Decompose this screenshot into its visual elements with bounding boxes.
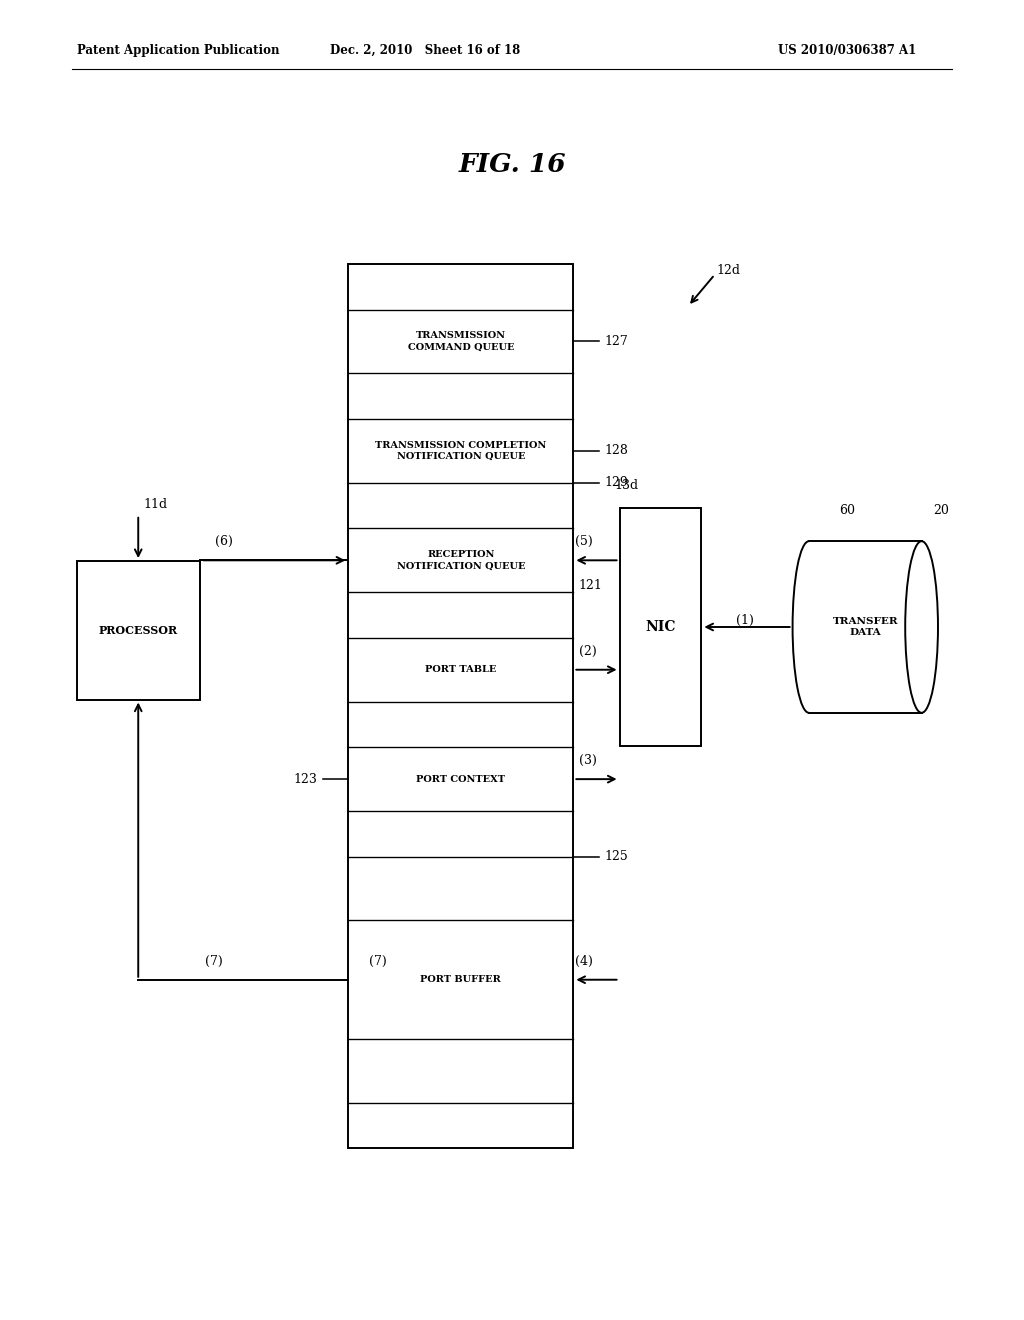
Text: 125: 125 bbox=[604, 850, 628, 863]
Text: 123: 123 bbox=[294, 772, 317, 785]
Text: NIC: NIC bbox=[645, 620, 676, 634]
Text: Patent Application Publication: Patent Application Publication bbox=[77, 44, 280, 57]
Text: US 2010/0306387 A1: US 2010/0306387 A1 bbox=[778, 44, 916, 57]
Text: PORT CONTEXT: PORT CONTEXT bbox=[417, 775, 505, 784]
Text: FIG. 16: FIG. 16 bbox=[458, 153, 566, 177]
Text: TRANSFER
DATA: TRANSFER DATA bbox=[833, 616, 898, 638]
Text: (1): (1) bbox=[736, 614, 754, 627]
Text: 121: 121 bbox=[579, 579, 602, 593]
Text: (4): (4) bbox=[575, 954, 593, 968]
Text: (7): (7) bbox=[205, 954, 222, 968]
Text: (2): (2) bbox=[579, 645, 596, 657]
Text: 60: 60 bbox=[839, 504, 855, 517]
Text: 20: 20 bbox=[933, 504, 949, 517]
Text: 127: 127 bbox=[604, 335, 628, 348]
Text: 11d: 11d bbox=[143, 498, 168, 511]
Text: Dec. 2, 2010   Sheet 16 of 18: Dec. 2, 2010 Sheet 16 of 18 bbox=[330, 44, 520, 57]
Text: (7): (7) bbox=[369, 954, 386, 968]
Text: PORT BUFFER: PORT BUFFER bbox=[421, 975, 501, 985]
Text: 13d: 13d bbox=[614, 479, 639, 492]
Text: TRANSMISSION COMPLETION
NOTIFICATION QUEUE: TRANSMISSION COMPLETION NOTIFICATION QUE… bbox=[375, 441, 547, 461]
Text: 128: 128 bbox=[604, 445, 628, 458]
Bar bbox=[809, 541, 922, 713]
Text: RECEPTION
NOTIFICATION QUEUE: RECEPTION NOTIFICATION QUEUE bbox=[396, 550, 525, 570]
Text: PORT TABLE: PORT TABLE bbox=[425, 665, 497, 675]
Ellipse shape bbox=[905, 541, 938, 713]
Bar bbox=[348, 264, 573, 1148]
Bar bbox=[620, 508, 701, 746]
Text: (5): (5) bbox=[575, 536, 593, 548]
Text: TRANSMISSION
COMMAND QUEUE: TRANSMISSION COMMAND QUEUE bbox=[408, 331, 514, 351]
Text: (3): (3) bbox=[579, 754, 596, 767]
Text: (6): (6) bbox=[215, 536, 232, 548]
Text: 12d: 12d bbox=[717, 264, 740, 277]
Text: 129: 129 bbox=[604, 477, 628, 490]
Bar bbox=[77, 561, 200, 700]
Text: PROCESSOR: PROCESSOR bbox=[98, 624, 178, 636]
